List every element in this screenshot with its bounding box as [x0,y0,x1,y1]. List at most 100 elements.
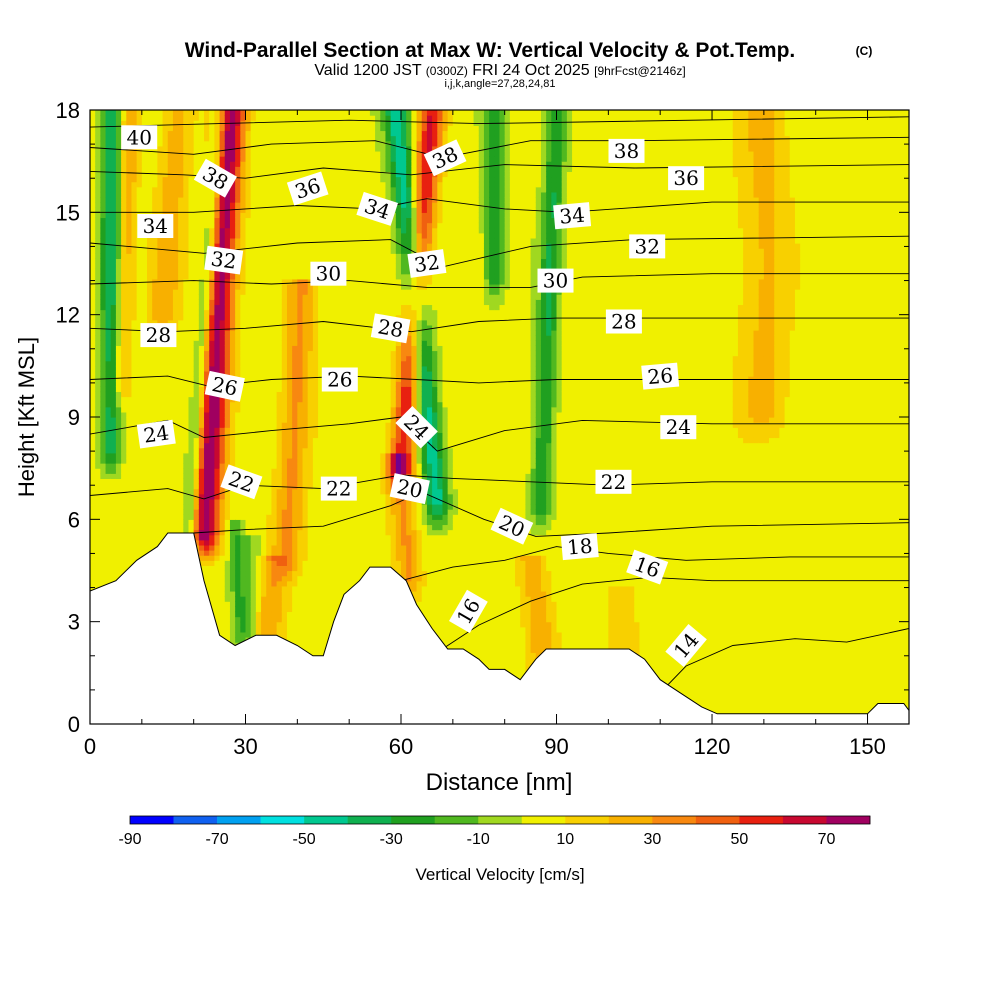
velocity-cell [224,202,231,208]
velocity-cell [198,243,205,249]
velocity-cell [183,130,190,137]
velocity-cell [110,514,117,520]
velocity-cell [276,534,283,541]
velocity-cell [204,335,210,341]
velocity-cell [90,283,96,290]
velocity-cell [131,294,138,300]
velocity-cell [178,196,184,203]
velocity-cell [204,355,210,362]
velocity-cell [90,289,96,295]
velocity-cell [204,493,210,500]
velocity-cell [95,319,101,326]
velocity-cell [261,422,267,428]
velocity-cell [183,478,190,485]
velocity-cell [100,299,107,306]
velocity-cell [250,243,257,249]
velocity-cell [110,355,117,362]
velocity-cell [209,237,215,244]
velocity-cell [297,555,304,561]
velocity-cell [204,340,210,346]
velocity-cell [126,186,133,193]
velocity-cell [162,473,169,479]
velocity-cell [95,268,101,275]
velocity-cell [219,350,226,357]
velocity-cell [271,422,278,428]
velocity-cell [204,376,210,382]
velocity-cell [297,345,304,352]
velocity-cell [121,263,127,270]
velocity-cell [240,135,247,142]
velocity-cell [167,406,174,413]
velocity-cell [261,580,267,587]
velocity-cell [131,232,138,239]
velocity-cell [209,560,215,566]
velocity-cell [302,565,309,572]
velocity-cell [281,253,288,259]
velocity-cell [157,110,164,116]
velocity-cell [261,570,267,577]
velocity-cell [281,161,288,167]
velocity-cell [95,176,101,183]
velocity-cell [183,509,190,515]
velocity-cell [235,560,241,566]
velocity-cell [178,176,184,183]
velocity-cell [141,273,148,280]
velocity-cell [126,207,133,213]
velocity-cell [214,319,221,326]
velocity-cell [250,498,257,505]
velocity-cell [178,171,184,178]
velocity-cell [152,493,158,500]
velocity-cell [250,585,257,592]
velocity-cell [157,202,164,208]
velocity-cell [121,463,127,469]
velocity-cell [136,391,143,398]
velocity-cell [219,457,226,464]
velocity-cell [302,519,309,526]
velocity-cell [178,125,184,132]
velocity-cell [90,396,96,403]
velocity-cell [286,237,293,244]
velocity-cell [167,145,174,152]
velocity-cell [250,145,257,152]
velocity-cell [214,560,221,566]
velocity-cell [214,110,221,116]
velocity-cell [167,514,174,520]
velocity-cell [229,590,236,597]
velocity-cell [255,258,262,265]
velocity-cell [261,376,267,382]
velocity-cell [157,258,164,265]
velocity-cell [193,253,200,259]
velocity-cell [172,268,179,275]
velocity-cell [229,319,236,326]
velocity-cell [188,232,195,239]
velocity-cell [121,120,127,126]
velocity-cell [261,601,267,607]
velocity-cell [240,335,247,341]
velocity-cell [152,304,158,311]
velocity-cell [136,370,143,377]
velocity-cell [183,432,190,439]
velocity-cell [235,319,241,326]
velocity-cell [235,570,241,577]
velocity-cell [281,396,288,403]
velocity-cell [297,335,304,341]
velocity-cell [136,550,143,556]
velocity-cell [214,565,221,572]
velocity-cell [302,621,309,628]
velocity-cell [266,176,273,183]
velocity-cell [90,452,96,459]
velocity-cell [240,524,247,531]
velocity-cell [152,529,158,536]
velocity-cell [121,534,127,541]
velocity-cell [152,355,158,362]
velocity-cell [126,468,133,474]
velocity-cell [240,176,247,183]
velocity-cell [214,314,221,321]
velocity-cell [131,345,138,352]
velocity-cell [292,534,298,541]
velocity-cell [167,191,174,198]
velocity-cell [172,396,179,403]
velocity-cell [266,406,273,413]
velocity-cell [266,294,273,300]
velocity-cell [167,529,174,536]
